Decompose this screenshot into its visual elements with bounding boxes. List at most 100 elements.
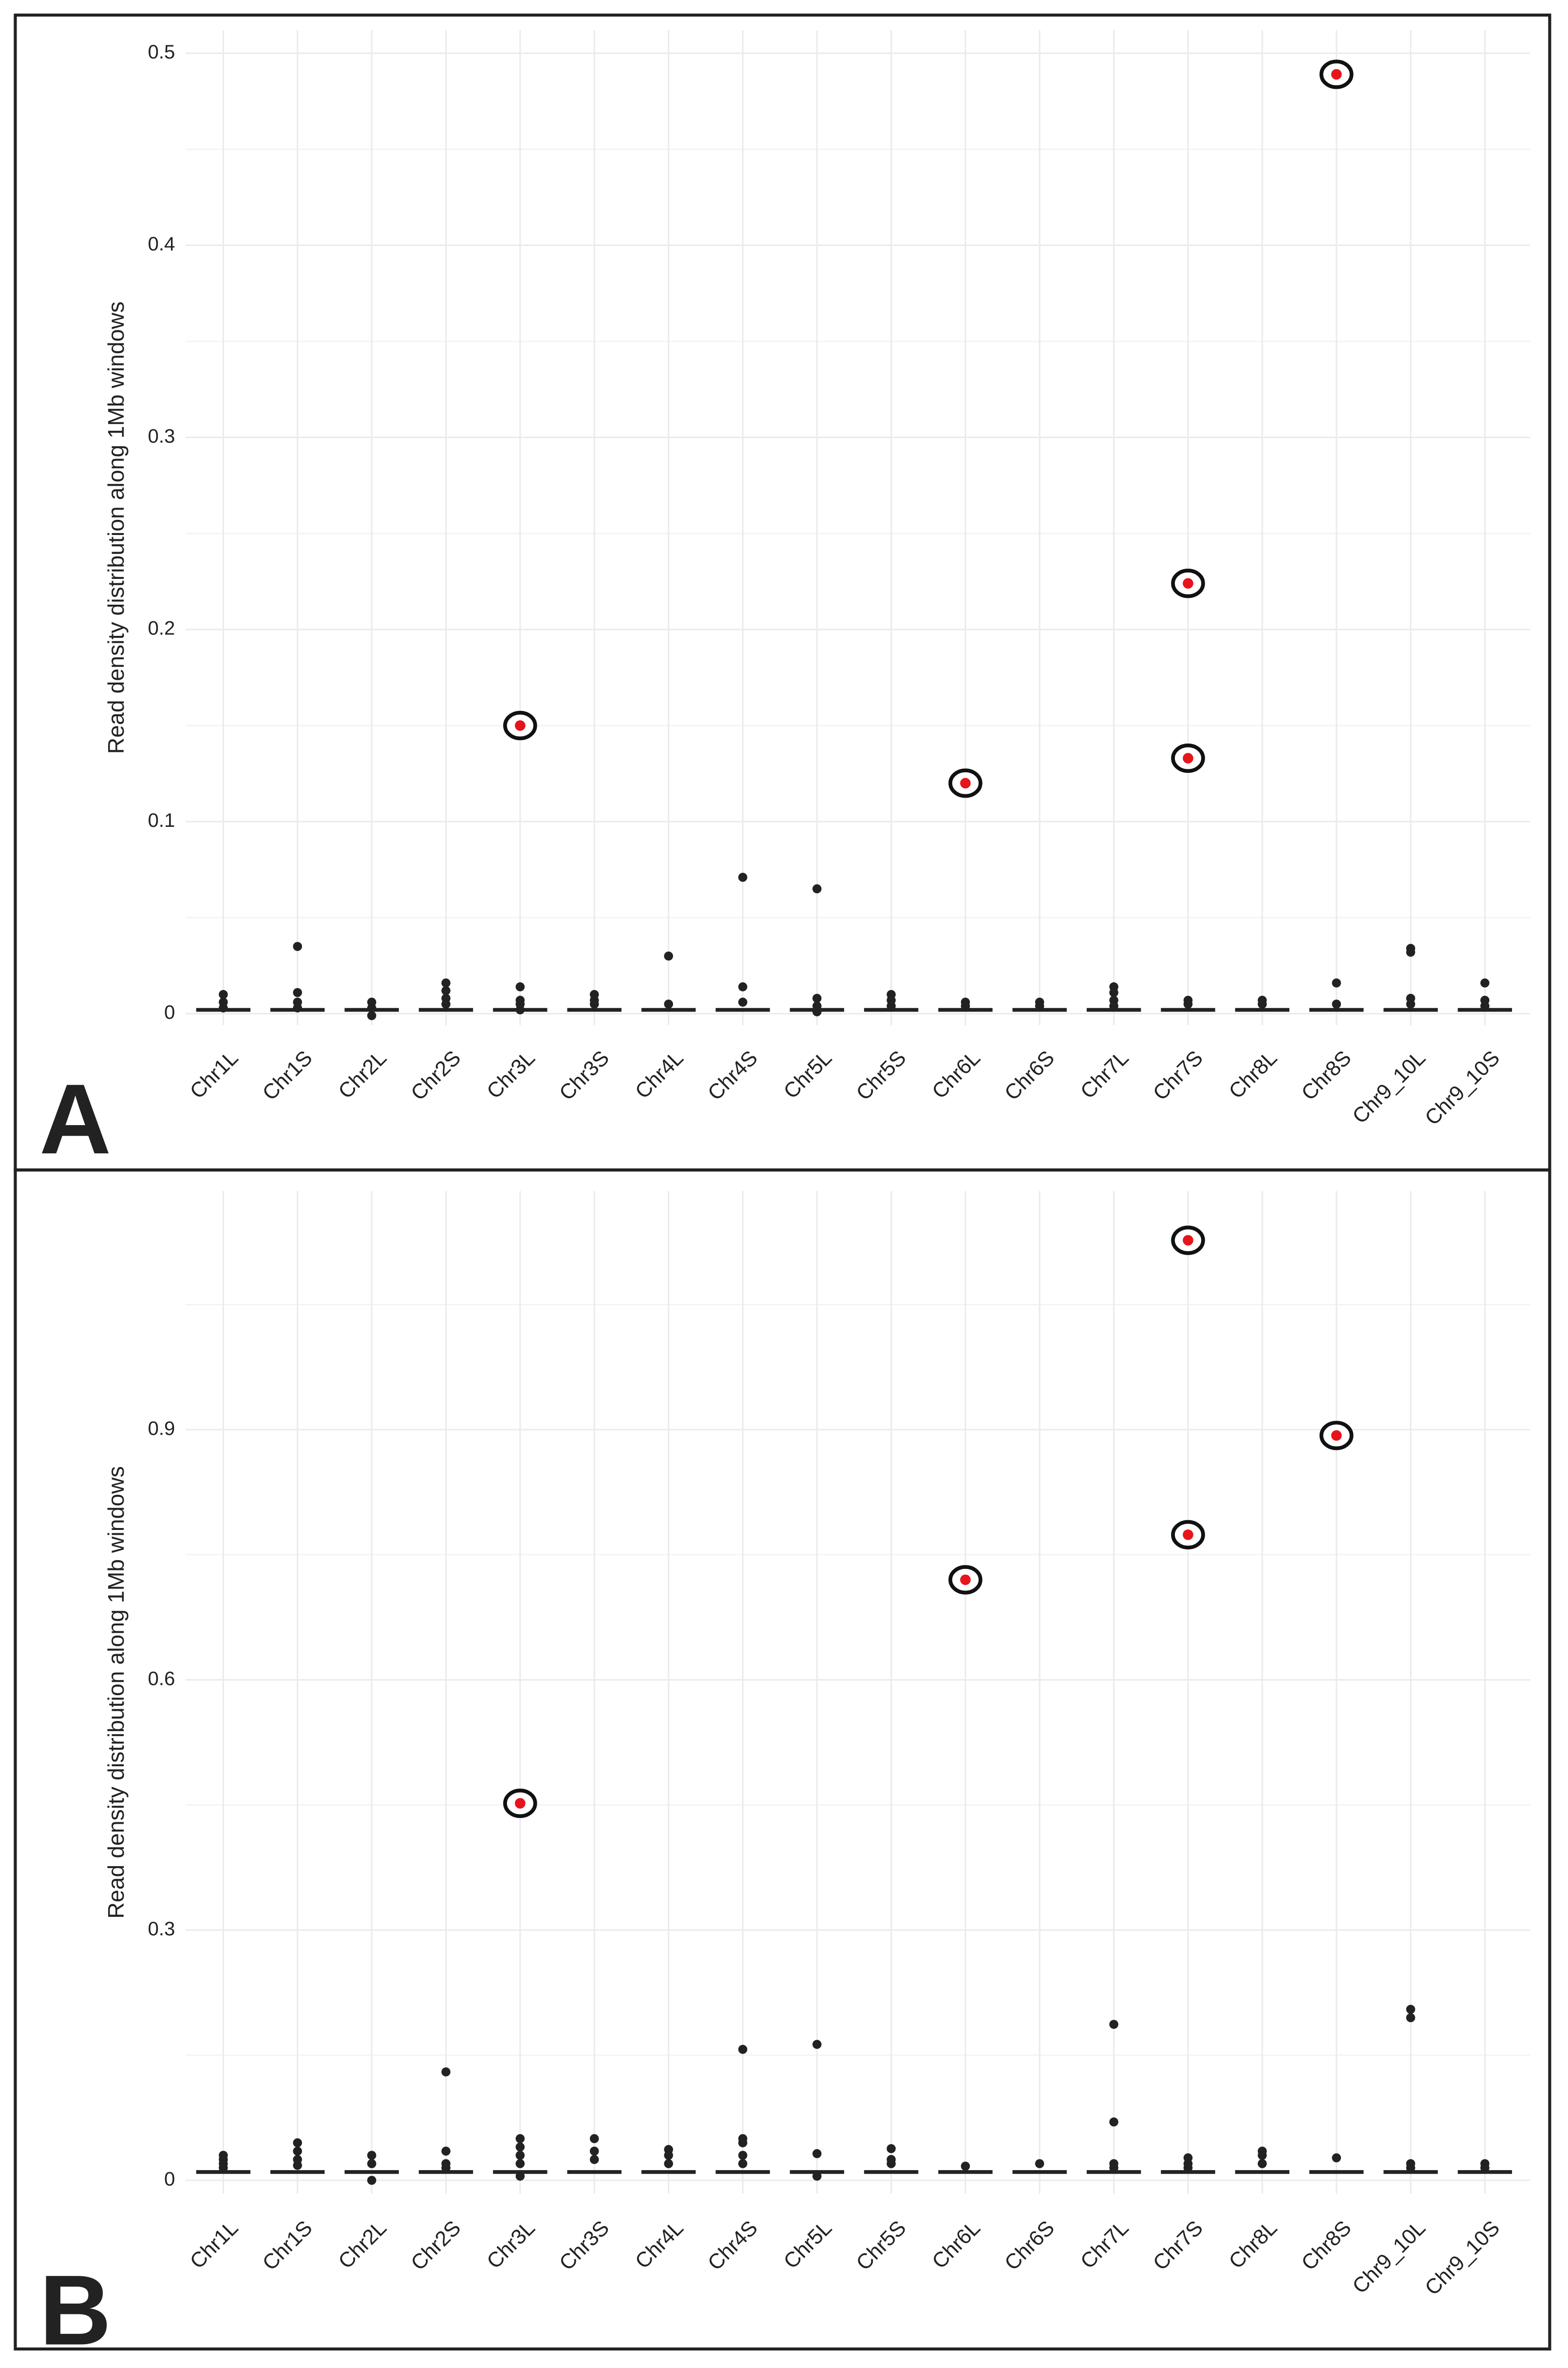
outlier-point <box>219 2163 228 2173</box>
x-tick-label: Chr2L <box>334 1046 391 1103</box>
x-tick-label: Chr5L <box>779 1046 836 1103</box>
outlier-point <box>1332 978 1341 988</box>
outlier-point <box>515 2134 525 2143</box>
outlier-point <box>664 2151 673 2160</box>
outlier-point <box>1109 2117 1118 2127</box>
panel-label: B <box>39 2255 111 2366</box>
x-tick-label: Chr4L <box>631 2216 688 2273</box>
outlier-point <box>1109 2163 1118 2173</box>
outlier-point <box>1258 2159 1267 2168</box>
x-tick-label: Chr7L <box>1076 1046 1133 1103</box>
panel-border <box>14 13 1551 1172</box>
outlier-point <box>367 1011 377 1020</box>
y-tick-label: 0.3 <box>148 425 175 447</box>
outlier-point <box>441 2163 451 2173</box>
outlier-point <box>1258 2151 1267 2160</box>
y-tick-label: 0.1 <box>148 809 175 831</box>
x-tick-label: Chr9_10S <box>1420 1046 1504 1130</box>
outlier-point <box>219 1003 228 1012</box>
outlier-point <box>219 990 228 999</box>
x-tick-label: Chr3L <box>482 2216 539 2273</box>
outlier-point <box>293 2160 302 2170</box>
outlier-point <box>812 2040 822 2049</box>
outlier-point <box>1109 988 1118 997</box>
outlier-point <box>293 2146 302 2156</box>
outlier-point <box>887 1001 896 1011</box>
outlier-point <box>961 1001 970 1011</box>
x-tick-label: Chr1S <box>258 2216 317 2275</box>
outlier-point <box>589 2146 599 2156</box>
outlier-point <box>738 2138 748 2148</box>
outlier-point <box>1406 948 1416 957</box>
outlier-point <box>1406 2005 1416 2014</box>
highlight-point <box>1331 1430 1342 1441</box>
y-tick-label: 0.6 <box>148 1667 175 1689</box>
outlier-point <box>812 2149 822 2158</box>
highlight-point <box>1331 69 1342 80</box>
outlier-point <box>1109 1001 1118 1011</box>
x-tick-label: Chr8S <box>1297 1046 1356 1105</box>
x-tick-label: Chr6S <box>1000 2216 1059 2275</box>
outlier-point <box>441 2146 451 2156</box>
outlier-point <box>738 2151 748 2160</box>
outlier-point <box>738 982 748 992</box>
x-tick-label: Chr4S <box>703 2216 762 2275</box>
x-tick-label: Chr4S <box>703 1046 762 1105</box>
outlier-point <box>1035 1001 1044 1011</box>
x-tick-label: Chr3S <box>555 1046 614 1105</box>
y-tick-label: 0.5 <box>148 41 175 63</box>
highlight-point <box>1183 1235 1193 1246</box>
outlier-point <box>738 2159 748 2168</box>
outlier-point <box>589 999 599 1009</box>
highlight-point <box>960 1574 971 1585</box>
y-tick-label: 0.9 <box>148 1417 175 1439</box>
x-tick-label: Chr7S <box>1149 2216 1208 2275</box>
outlier-point <box>293 988 302 997</box>
y-tick-label: 0 <box>164 2168 175 2190</box>
x-tick-label: Chr8L <box>1225 1046 1282 1103</box>
y-axis-label: Read density distribution along 1Mb wind… <box>103 1466 129 1919</box>
x-tick-label: Chr9_10S <box>1420 2216 1504 2300</box>
x-tick-label: Chr7L <box>1076 2216 1133 2273</box>
highlight-point <box>1183 753 1193 764</box>
y-tick-label: 0.4 <box>148 233 175 255</box>
x-tick-label: Chr7S <box>1149 1046 1208 1105</box>
x-tick-label: Chr4L <box>631 1046 688 1103</box>
outlier-point <box>515 2142 525 2152</box>
outlier-point <box>738 2044 748 2054</box>
outlier-point <box>515 2172 525 2181</box>
x-tick-label: Chr5S <box>852 1046 911 1105</box>
outlier-point <box>1480 2163 1490 2173</box>
outlier-point <box>1109 2020 1118 2029</box>
outlier-point <box>664 2159 673 2168</box>
x-tick-label: Chr6L <box>927 2216 984 2273</box>
outlier-point <box>293 1003 302 1012</box>
x-tick-label: Chr8L <box>1225 2216 1282 2273</box>
panel-border <box>14 1168 1551 2351</box>
y-tick-label: 0.2 <box>148 617 175 639</box>
outlier-point <box>367 1003 377 1012</box>
outlier-point <box>589 2155 599 2164</box>
x-tick-label: Chr3L <box>482 1046 539 1103</box>
y-tick-label: 0.3 <box>148 1918 175 1940</box>
outlier-point <box>887 2144 896 2154</box>
x-tick-label: Chr2S <box>407 2216 466 2275</box>
outlier-point <box>1406 2163 1416 2173</box>
outlier-point <box>515 2159 525 2168</box>
x-tick-label: Chr9_10L <box>1348 1046 1430 1128</box>
outlier-point <box>515 982 525 992</box>
x-tick-label: Chr2S <box>407 1046 466 1105</box>
x-tick-label: Chr2L <box>334 2216 391 2273</box>
x-tick-label: Chr5L <box>779 2216 836 2273</box>
outlier-point <box>812 884 822 894</box>
highlight-point <box>1183 578 1193 589</box>
outlier-point <box>441 978 451 988</box>
x-tick-label: Chr6S <box>1000 1046 1059 1105</box>
outlier-point <box>1406 999 1416 1009</box>
highlight-point <box>1183 1529 1193 1540</box>
outlier-point <box>515 1005 525 1014</box>
outlier-point <box>1183 999 1193 1009</box>
outlier-point <box>887 2159 896 2168</box>
